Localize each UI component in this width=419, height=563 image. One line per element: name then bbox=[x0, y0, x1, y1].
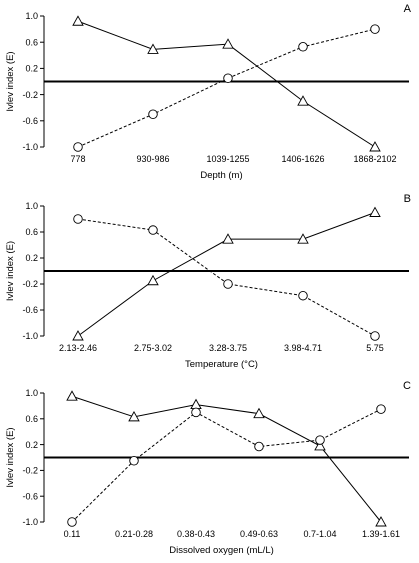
x-axis-title: Depth (m) bbox=[200, 170, 242, 181]
x-tick-label: 3.28-3.75 bbox=[209, 343, 247, 353]
y-tick-label: 1.0 bbox=[25, 201, 38, 211]
data-point-triangle bbox=[147, 274, 159, 286]
data-point-circle bbox=[191, 407, 201, 418]
series-line-triangle bbox=[77, 212, 376, 337]
y-tick-label: 0.6 bbox=[25, 37, 38, 47]
data-point-circle bbox=[73, 142, 83, 152]
y-axis-title: Ivlev index (E) bbox=[5, 427, 16, 487]
x-axis-title: Dissolved oxygen (mL/L) bbox=[169, 545, 274, 556]
data-point-triangle bbox=[72, 15, 84, 26]
panel-label: B bbox=[404, 193, 411, 205]
x-tick-label: 930-986 bbox=[136, 154, 169, 164]
x-tick-label: 1039-1255 bbox=[206, 154, 249, 164]
y-tick-label: 0.2 bbox=[25, 440, 38, 450]
data-point-triangle bbox=[375, 516, 387, 527]
y-axis-title: Ivlev index (E) bbox=[5, 241, 16, 301]
data-point-triangle bbox=[253, 407, 265, 419]
x-tick-label: 2.75-3.02 bbox=[134, 343, 172, 353]
y-tick-label: -0.2 bbox=[22, 279, 38, 289]
series-line-circle bbox=[77, 218, 376, 337]
data-point-circle bbox=[298, 290, 308, 301]
y-tick-label: -0.6 bbox=[22, 491, 38, 501]
data-point-triangle bbox=[66, 390, 78, 401]
data-point-circle bbox=[223, 279, 233, 289]
data-point-triangle bbox=[369, 206, 381, 217]
data-point-triangle bbox=[369, 141, 381, 152]
panel-label: A bbox=[404, 3, 412, 15]
data-point-circle bbox=[370, 331, 380, 341]
x-tick-label: 0.7-1.04 bbox=[303, 529, 336, 539]
y-tick-label: 0.2 bbox=[25, 253, 38, 263]
data-point-circle bbox=[254, 441, 264, 452]
y-tick-label: -1.0 bbox=[22, 142, 38, 152]
data-point-triangle bbox=[297, 233, 309, 244]
data-point-circle bbox=[129, 455, 139, 466]
x-tick-label: 0.49-0.63 bbox=[240, 529, 278, 539]
y-tick-label: 0.6 bbox=[25, 414, 38, 424]
series-line-circle bbox=[71, 408, 382, 523]
y-tick-label: 0.6 bbox=[25, 227, 38, 237]
chart-panel-b: 1.0 0.6 0.2 -0.2 -0.6 -1.0 2.13-2.46 2.75-3.02 3… bbox=[5, 193, 411, 370]
data-point-circle bbox=[73, 214, 83, 224]
data-point-circle bbox=[370, 24, 380, 34]
x-tick-label: 0.38-0.43 bbox=[177, 529, 215, 539]
panel-label: C bbox=[403, 380, 411, 392]
data-point-triangle bbox=[147, 43, 159, 54]
x-tick-label: 0.21-0.28 bbox=[115, 529, 153, 539]
data-point-circle bbox=[67, 517, 77, 527]
data-point-circle bbox=[223, 73, 233, 83]
series-line-triangle bbox=[71, 395, 382, 523]
chart-panel-c: 1.0 0.6 0.2 -0.2 -0.6 -1.0 0.11 0.21-0.28 0.38-0… bbox=[5, 380, 411, 556]
data-point-triangle bbox=[297, 95, 309, 106]
y-tick-label: -0.6 bbox=[22, 305, 38, 315]
y-tick-label: 1.0 bbox=[25, 11, 38, 21]
data-point-triangle bbox=[190, 398, 202, 410]
y-tick-label: 1.0 bbox=[25, 388, 38, 398]
series-line-triangle bbox=[77, 20, 376, 148]
data-point-triangle bbox=[72, 330, 84, 341]
data-point-circle bbox=[148, 225, 158, 235]
data-point-triangle bbox=[222, 233, 234, 244]
data-point-circle bbox=[298, 42, 308, 52]
x-tick-label: 3.98-4.71 bbox=[284, 343, 322, 353]
x-tick-label: 1406-1626 bbox=[281, 154, 324, 164]
data-point-circle bbox=[315, 435, 325, 445]
y-tick-label: 0.2 bbox=[25, 64, 38, 74]
y-tick-label: -1.0 bbox=[22, 517, 38, 527]
x-tick-label: 1.39-1.61 bbox=[362, 529, 400, 539]
data-point-triangle bbox=[314, 439, 326, 451]
x-tick-label: 0.11 bbox=[64, 529, 81, 539]
y-tick-label: -0.2 bbox=[22, 90, 38, 100]
data-point-circle bbox=[148, 109, 158, 119]
y-axis-title: Ivlev index (E) bbox=[5, 51, 16, 111]
data-point-triangle bbox=[128, 410, 140, 422]
data-point-triangle bbox=[222, 38, 234, 49]
y-tick-label: -0.2 bbox=[22, 466, 38, 476]
x-tick-label: 2.13-2.46 bbox=[59, 343, 97, 353]
data-point-circle bbox=[376, 404, 386, 414]
y-tick-label: -0.6 bbox=[22, 116, 38, 126]
chart-panel-a: 1.0 0.6 0.2 -0.2 -0.6 -1.0 778 930-986 1039-1255… bbox=[5, 3, 412, 181]
x-tick-label: 1868-2102 bbox=[353, 154, 396, 164]
x-tick-label: 778 bbox=[70, 154, 85, 164]
y-tick-label: -1.0 bbox=[22, 331, 38, 341]
x-axis-title: Temperature (°C) bbox=[185, 359, 258, 370]
x-tick-label: 5.75 bbox=[366, 343, 384, 353]
